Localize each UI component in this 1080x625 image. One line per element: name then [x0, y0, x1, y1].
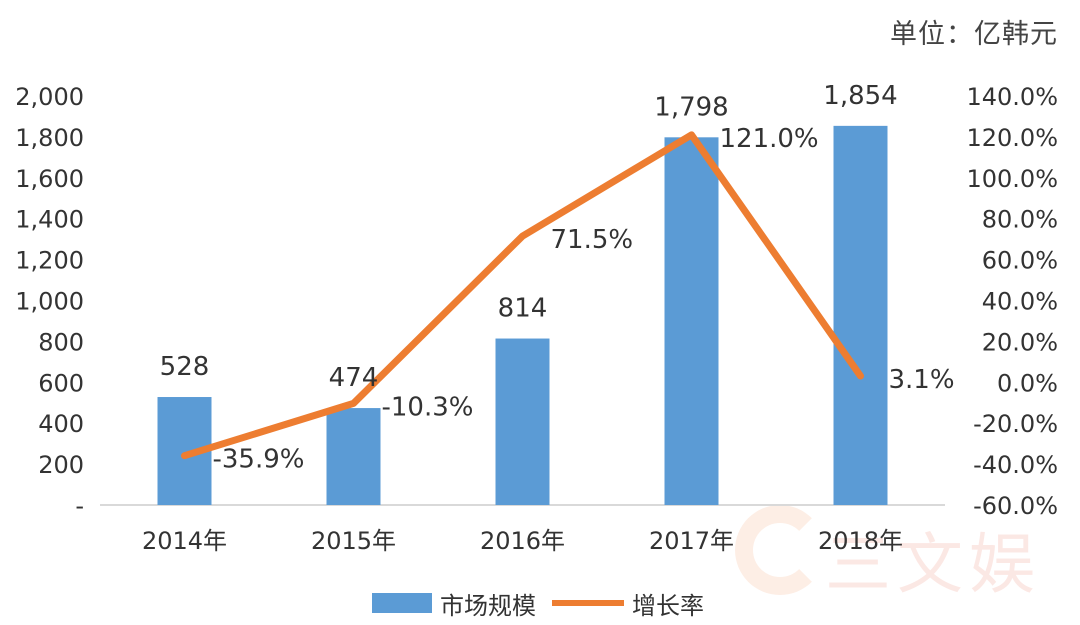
growth-data-label: 71.5% [551, 225, 634, 255]
growth-point [519, 233, 526, 240]
y-left-tick-label: 1,800 [15, 124, 84, 152]
y-right-tick-label: 40.0% [982, 288, 1058, 316]
combo-chart: - 200 400 600 800 1,000 1,200 1,400 1,600 1,800 2,… [15, 81, 1058, 555]
growth-point [181, 452, 188, 459]
bar [495, 338, 550, 505]
y-left-tick-label: - [75, 492, 84, 520]
growth-point [688, 131, 695, 138]
y-right-tick-label: 60.0% [982, 247, 1058, 275]
growth-data-label: -35.9% [213, 445, 305, 475]
legend-line-swatch [552, 600, 624, 606]
bar-data-label: 474 [329, 363, 379, 393]
legend-bar-swatch [372, 593, 432, 613]
y-left-tick-label: 1,000 [15, 288, 84, 316]
legend-item-line: 增长率 [552, 586, 704, 621]
unit-label: 单位：亿韩元 [890, 19, 1058, 50]
bar-data-label: 528 [160, 352, 210, 382]
y-left-tick-label: 1,600 [15, 165, 84, 193]
y-right-tick-label: 0.0% [997, 369, 1058, 397]
bar-data-label: 1,854 [823, 81, 897, 111]
y-right-tick-label: 120.0% [966, 124, 1058, 152]
y-right-tick-label: 100.0% [966, 165, 1058, 193]
y-left-tick-label: 1,400 [15, 206, 84, 234]
legend: 市场规模 增长率 [372, 586, 720, 620]
y-left-tick-label: 2,000 [15, 83, 84, 111]
bar-data-label: 1,798 [654, 92, 728, 122]
bar [664, 137, 719, 505]
bar-data-label: 814 [498, 294, 548, 324]
growth-data-label: 121.0% [720, 124, 819, 154]
y-right-tick-label: 140.0% [966, 83, 1058, 111]
y-left-tick-label: 1,200 [15, 247, 84, 275]
y-right-tick-label: -40.0% [973, 451, 1058, 479]
growth-data-label: 3.1% [889, 365, 955, 395]
x-tick-label: 2018年 [818, 527, 903, 555]
watermark: 三文娱 [735, 505, 1065, 615]
y-left-tick-label: 200 [38, 451, 84, 479]
bar [326, 408, 381, 505]
growth-data-label: -10.3% [382, 392, 474, 422]
legend-bar-label: 市场规模 [440, 591, 536, 620]
y-right-tick-label: 80.0% [982, 206, 1058, 234]
x-tick-label: 2016年 [480, 527, 565, 555]
legend-line-label: 增长率 [632, 591, 704, 620]
bar [833, 125, 888, 506]
x-tick-label: 2014年 [142, 527, 227, 555]
y-left-tick-label: 600 [38, 369, 84, 397]
x-tick-label: 2015年 [311, 527, 396, 555]
y-left-tick-label: 800 [38, 328, 84, 356]
growth-point [350, 400, 357, 407]
watermark-text: 三文娱 [825, 526, 1041, 603]
y-right-tick-label: -20.0% [973, 410, 1058, 438]
y-left-tick-label: 400 [38, 410, 84, 438]
growth-point [857, 372, 864, 379]
y-right-tick-label: 20.0% [982, 328, 1058, 356]
x-tick-label: 2017年 [649, 527, 734, 555]
legend-item-bar: 市场规模 [372, 586, 536, 621]
y-right-tick-label: -60.0% [973, 492, 1058, 520]
